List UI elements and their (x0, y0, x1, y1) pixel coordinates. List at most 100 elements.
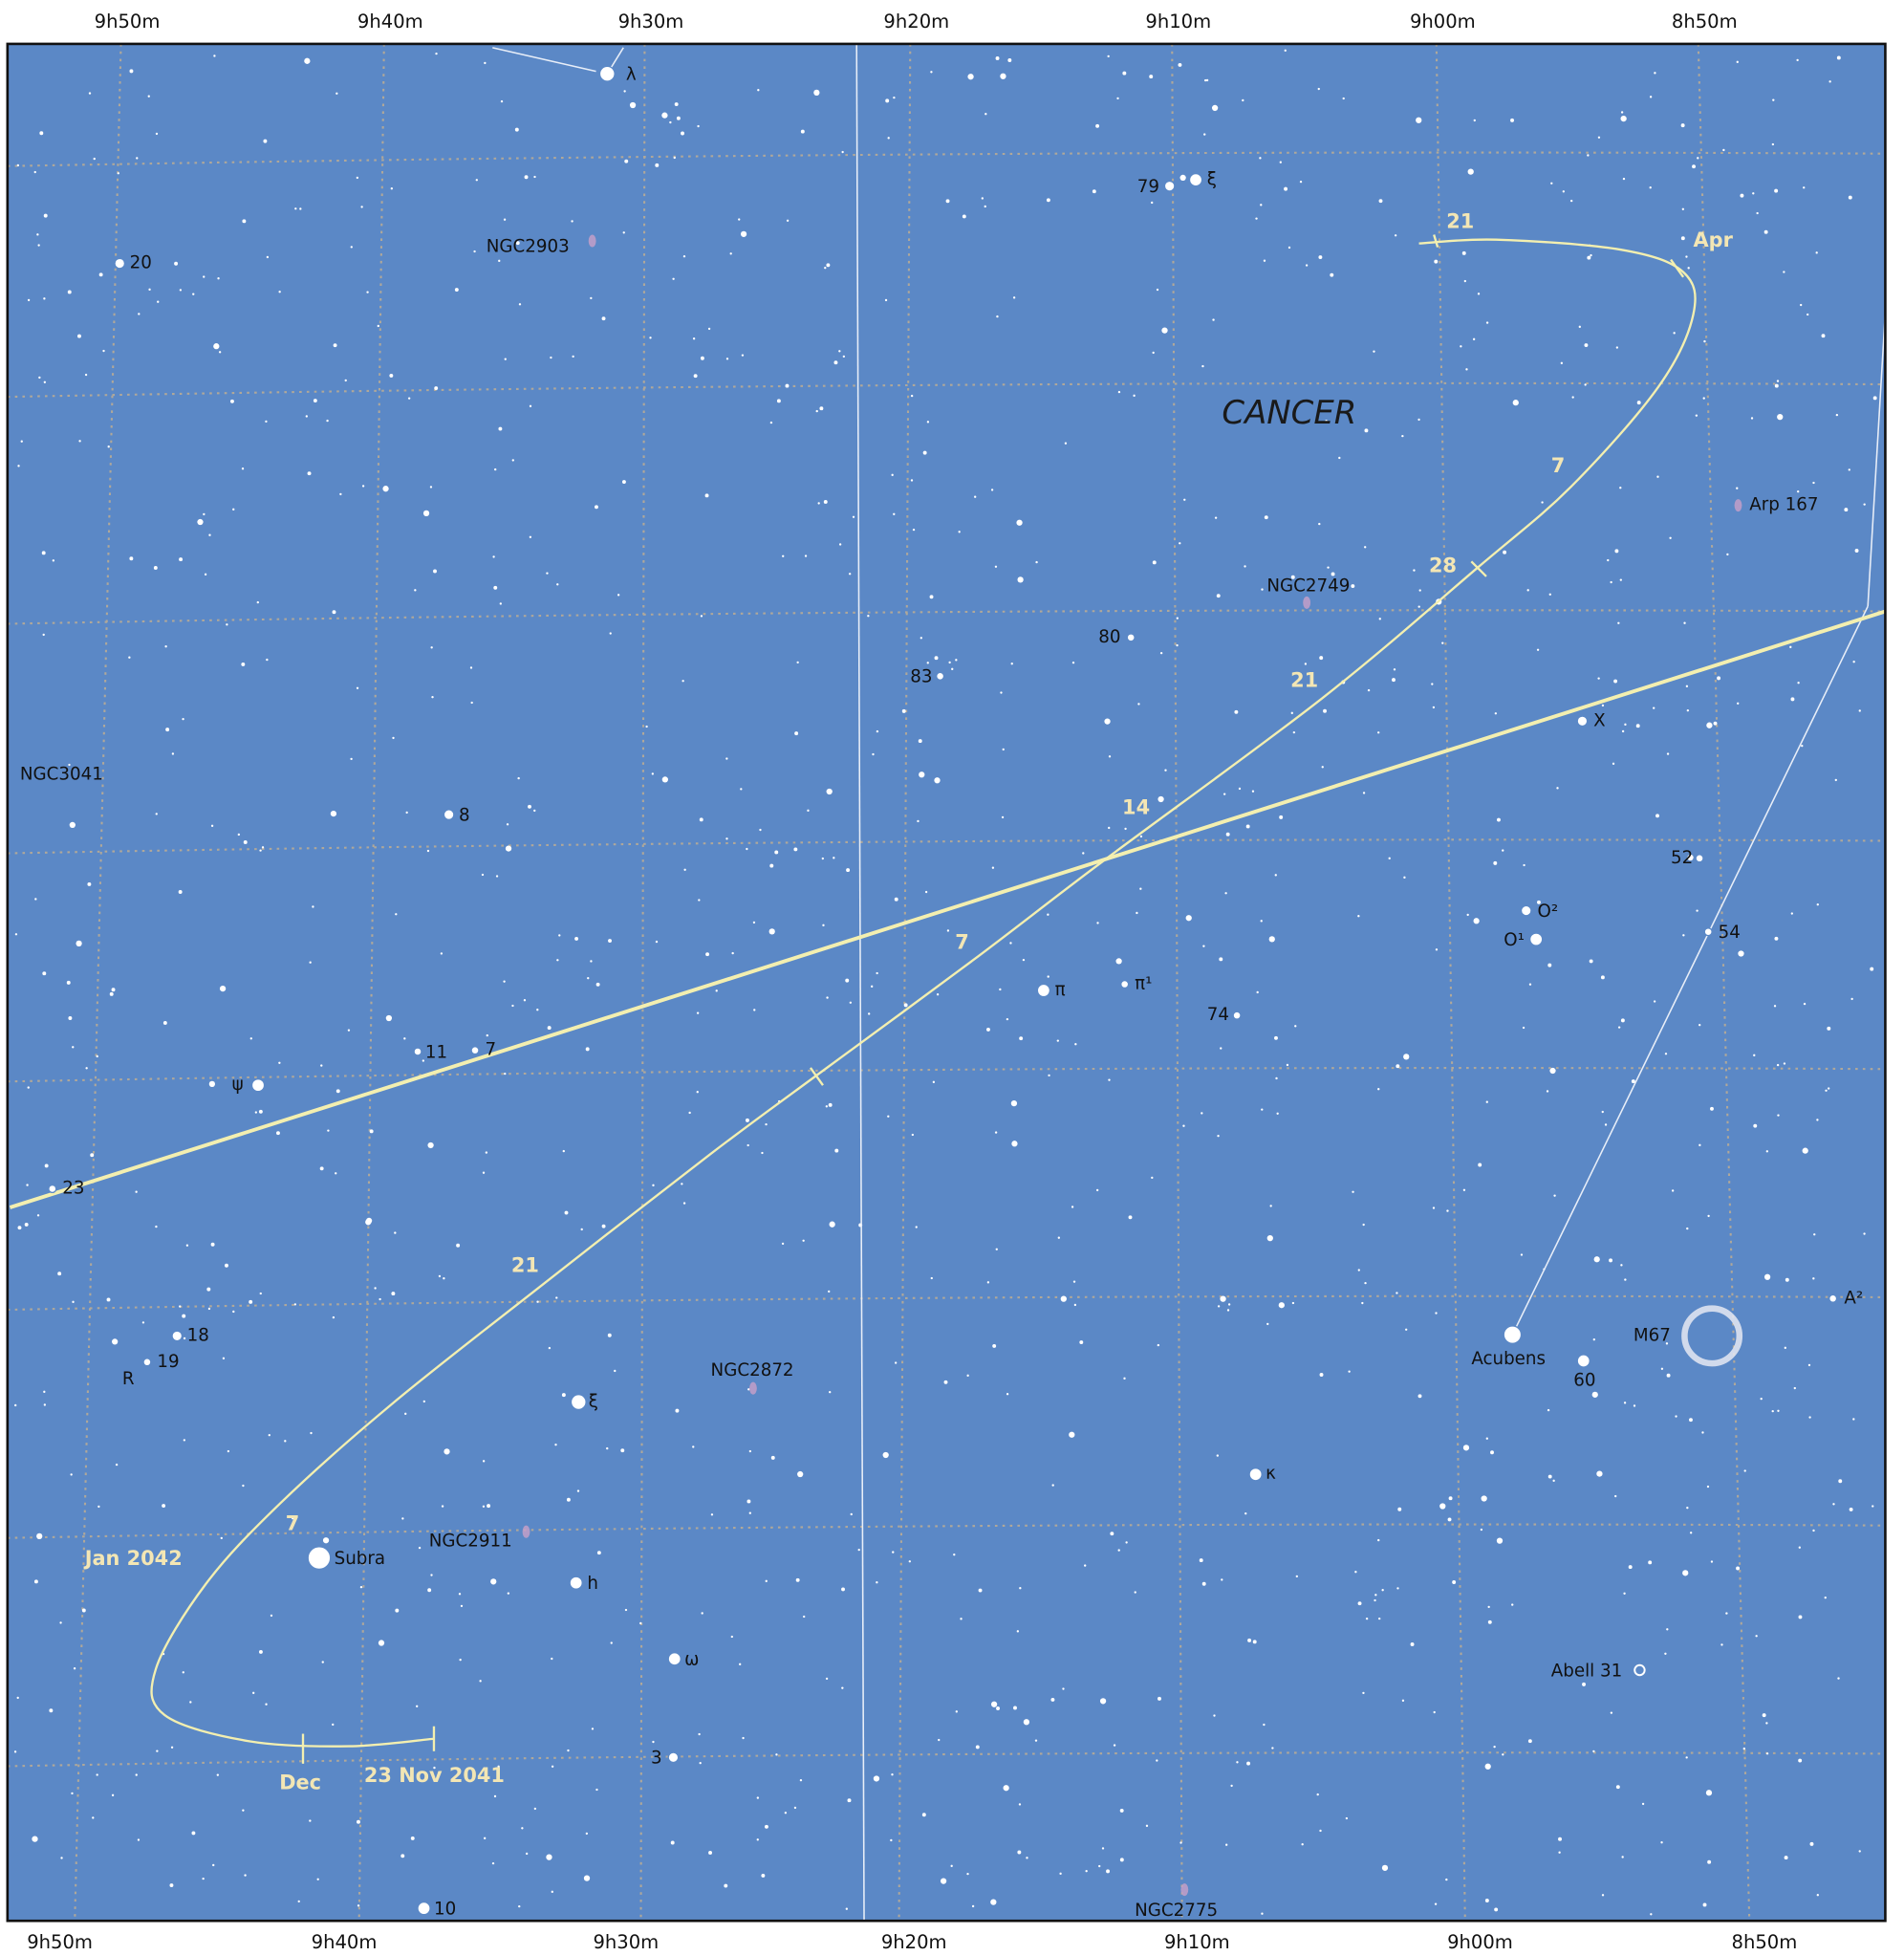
star (857, 1548, 860, 1552)
star (309, 961, 312, 964)
star (1682, 934, 1685, 937)
star (1623, 1402, 1627, 1404)
star (276, 1131, 280, 1136)
star (699, 1762, 702, 1765)
star (1797, 682, 1800, 685)
star (1259, 157, 1262, 160)
star (1178, 62, 1182, 67)
star (332, 610, 336, 615)
star (1848, 468, 1850, 471)
star (1493, 860, 1498, 865)
star (1139, 887, 1142, 890)
star (894, 897, 898, 902)
star (1717, 676, 1721, 681)
star (1123, 1377, 1126, 1380)
star (1348, 1370, 1351, 1373)
star (1872, 396, 1877, 401)
star (1392, 678, 1396, 683)
star (974, 495, 977, 498)
star (845, 978, 850, 983)
star (1403, 1054, 1410, 1060)
star-marker (936, 671, 945, 681)
ra-label-top: 9h20m (883, 11, 949, 33)
star (36, 1532, 43, 1539)
star (242, 1809, 245, 1812)
star (882, 1451, 889, 1459)
star (1793, 1386, 1796, 1390)
star (42, 633, 45, 637)
star (1849, 1507, 1853, 1511)
star (1317, 87, 1320, 91)
path-label: Dec (279, 1771, 321, 1794)
star (1614, 1494, 1617, 1498)
star (753, 1009, 756, 1011)
star (595, 505, 598, 510)
star (590, 960, 593, 963)
star (1290, 711, 1293, 715)
star (493, 585, 498, 590)
star (1365, 1618, 1369, 1620)
star (20, 440, 23, 443)
star (700, 356, 704, 360)
star (43, 297, 46, 300)
star (1096, 922, 1099, 924)
star (887, 1115, 890, 1118)
star (182, 717, 184, 721)
star (482, 1171, 486, 1174)
star (1159, 652, 1163, 655)
star (505, 845, 512, 852)
star (42, 971, 47, 976)
star (1345, 1816, 1349, 1820)
star (517, 776, 520, 780)
star (1179, 1841, 1182, 1844)
star (170, 1746, 174, 1749)
star (670, 1840, 675, 1845)
star (162, 1504, 166, 1509)
star (748, 1449, 752, 1453)
star-marker (1163, 180, 1176, 192)
star (715, 989, 718, 992)
star (73, 1667, 76, 1670)
star (1179, 542, 1181, 545)
star (1604, 1123, 1608, 1126)
star (1364, 428, 1369, 433)
star (1697, 157, 1699, 160)
star (894, 1361, 898, 1364)
star (645, 725, 648, 728)
star (1046, 198, 1050, 203)
star (258, 1649, 263, 1654)
star (799, 1778, 803, 1782)
star (1110, 1532, 1114, 1536)
star (27, 1086, 30, 1089)
star (675, 1408, 680, 1413)
star (1497, 817, 1501, 822)
star (1010, 663, 1013, 665)
star (320, 1064, 323, 1067)
star (1619, 578, 1622, 581)
star (335, 1089, 340, 1094)
star (460, 1604, 464, 1608)
star (1001, 815, 1005, 819)
star (1274, 1035, 1278, 1040)
star (1264, 515, 1268, 520)
star (1244, 1511, 1247, 1515)
star (1537, 900, 1541, 904)
star (76, 940, 82, 946)
star (185, 1244, 189, 1247)
star (1783, 1062, 1786, 1065)
star (429, 486, 433, 489)
star (1671, 1189, 1675, 1192)
star (503, 218, 507, 221)
star (1592, 1338, 1595, 1341)
galaxy-marker (749, 1381, 757, 1395)
star (210, 1242, 215, 1247)
star (137, 1838, 141, 1841)
star (946, 929, 950, 932)
star (1503, 550, 1507, 554)
star (327, 1129, 330, 1132)
star (620, 1448, 625, 1453)
star (1106, 1869, 1111, 1874)
star (921, 1813, 926, 1817)
star (533, 809, 536, 813)
star (52, 559, 55, 562)
